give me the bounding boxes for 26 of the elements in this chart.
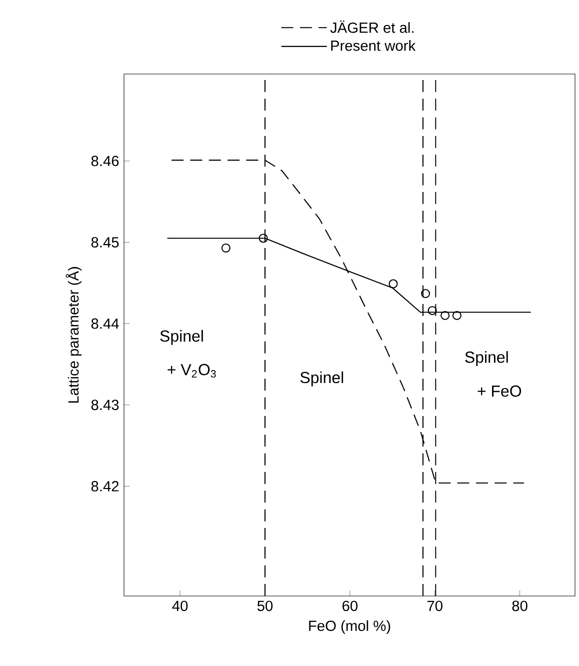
y-tick-label: 8.44 [91, 318, 119, 329]
y-axis-title: Lattice parameter (Å) [66, 267, 82, 403]
x-tick-label: 50 [257, 600, 273, 612]
point [420, 288, 430, 298]
x-axis-title: FeO (mol %) [309, 620, 390, 634]
annotation: Spinel [300, 371, 344, 386]
annotation: + V$_{2}$O$_{3}$ [168, 364, 216, 378]
x-tick-label: 40 [172, 600, 188, 612]
x-tick-label: 70 [427, 600, 442, 612]
y-tick-label: 8.46 [91, 156, 119, 166]
y-tick-label: 8.45 [91, 237, 119, 248]
annotation: + FeO [478, 385, 522, 397]
point [440, 310, 450, 320]
point [258, 234, 268, 243]
point [428, 306, 437, 316]
annotation: Spinel [160, 330, 203, 345]
legend-label: Present work [331, 40, 416, 51]
annotation: Spinel [465, 351, 508, 366]
x-tick-label: 60 [342, 600, 358, 612]
x-tick-label: 80 [512, 600, 528, 612]
point [388, 279, 398, 288]
legend-label: JÄGER et al. [330, 20, 414, 33]
y-tick-label: 8.42 [91, 481, 119, 492]
y-tick-label: 8.43 [91, 400, 119, 410]
point [221, 243, 230, 253]
point [452, 310, 462, 320]
